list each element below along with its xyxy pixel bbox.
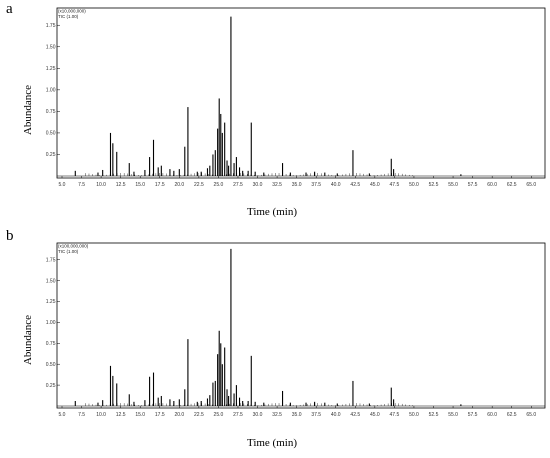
y-ticks-b: 0.25 0.50 0.75 1.00 1.25 1.50 1.75 — [46, 257, 60, 389]
y-tick-label: 0.50 — [46, 131, 56, 137]
x-tick-label: 55.0 — [448, 182, 458, 188]
x-tick-label: 12.5 — [116, 182, 126, 188]
x-tick-label: 60.0 — [487, 182, 497, 188]
multiplier-label-a: (x10,000,000) — [58, 9, 86, 14]
x-tick-label: 57.5 — [468, 412, 478, 418]
x-tick-label: 35.0 — [292, 412, 302, 418]
x-tick-label: 12.5 — [116, 412, 126, 418]
x-tick-label: 55.0 — [448, 412, 458, 418]
x-tick-label: 27.5 — [233, 182, 243, 188]
x-tick-label: 15.0 — [135, 182, 145, 188]
y-tick-label: 1.00 — [46, 320, 56, 326]
y-tick-label: 1.75 — [46, 257, 56, 263]
y-tick-label: 0.75 — [46, 109, 56, 115]
x-tick-label: 57.5 — [468, 182, 478, 188]
plot-frame-a — [56, 7, 546, 179]
x-tick-label: 22.5 — [194, 182, 204, 188]
x-tick-label: 65.0 — [526, 412, 536, 418]
x-tick-label: 50.0 — [409, 412, 419, 418]
x-tick-label: 52.5 — [429, 182, 439, 188]
x-tick-label: 60.0 — [487, 412, 497, 418]
x-tick-label: 15.0 — [135, 412, 145, 418]
y-tick-label: 1.00 — [46, 88, 56, 94]
trace-label-a: TIC (1.00) — [58, 14, 79, 19]
x-tick-label: 40.0 — [331, 182, 341, 188]
x-tick-label: 25.0 — [214, 412, 224, 418]
plot-frame-b — [56, 242, 546, 409]
x-tick-label: 27.5 — [233, 412, 243, 418]
x-ticks-b: 5.0 7.5 10.0 12.5 15.0 17.5 20.0 22.5 25.0 27.5 30… — [59, 406, 536, 418]
x-tick-label: 22.5 — [194, 412, 204, 418]
y-tick-label: 0.50 — [46, 362, 56, 368]
y-axis-label-b: Abundance — [22, 315, 34, 365]
y-tick-label: 0.75 — [46, 341, 56, 347]
x-tick-label: 50.0 — [409, 182, 419, 188]
y-tick-label: 0.25 — [46, 383, 56, 389]
chromatogram-panel-b: b (x100,000,000) TIC (1.00) Abundance Ti… — [6, 228, 546, 449]
x-tick-label: 35.0 — [292, 182, 302, 188]
x-tick-label: 7.5 — [78, 182, 85, 188]
x-tick-label: 62.5 — [507, 182, 517, 188]
peaks-a — [57, 16, 545, 177]
x-tick-label: 17.5 — [155, 412, 165, 418]
x-tick-label: 37.5 — [311, 412, 321, 418]
chromatogram-panel-a: a (x10,000,000) TIC (1.00) Abundance Tim… — [6, 1, 546, 218]
y-tick-label: 1.50 — [46, 278, 56, 284]
trace-label-b: TIC (1.00) — [58, 249, 79, 254]
x-tick-label: 37.5 — [311, 182, 321, 188]
x-tick-label: 40.0 — [331, 412, 341, 418]
panel-letter-b: b — [6, 228, 14, 244]
y-axis-label-a: Abundance — [22, 85, 34, 135]
y-tick-label: 1.25 — [46, 299, 56, 305]
y-tick-label: 1.50 — [46, 44, 56, 50]
x-tick-label: 30.0 — [253, 412, 263, 418]
x-tick-label: 45.0 — [370, 412, 380, 418]
x-tick-label: 65.0 — [526, 182, 536, 188]
x-tick-label: 5.0 — [59, 412, 66, 418]
y-tick-label: 0.25 — [46, 152, 56, 158]
x-tick-label: 10.0 — [96, 182, 106, 188]
x-tick-label: 7.5 — [78, 412, 85, 418]
x-tick-label: 10.0 — [96, 412, 106, 418]
panel-letter-a: a — [6, 1, 13, 17]
x-tick-label: 42.5 — [350, 182, 360, 188]
x-tick-label: 32.5 — [272, 412, 282, 418]
x-tick-label: 5.0 — [59, 182, 66, 188]
x-tick-label: 30.0 — [253, 182, 263, 188]
x-tick-label: 42.5 — [350, 412, 360, 418]
x-tick-label: 47.5 — [390, 182, 400, 188]
x-tick-label: 17.5 — [155, 182, 165, 188]
x-tick-label: 20.0 — [174, 182, 184, 188]
x-tick-label: 20.0 — [174, 412, 184, 418]
y-tick-label: 1.25 — [46, 66, 56, 72]
x-tick-label: 62.5 — [507, 412, 517, 418]
x-tick-label: 32.5 — [272, 182, 282, 188]
x-axis-label-b: Time (min) — [247, 437, 297, 449]
x-axis-label-a: Time (min) — [247, 206, 297, 218]
x-ticks-a: 5.0 7.5 10.0 12.5 15.0 17.5 20.0 22.5 25.0 27.5 30… — [59, 176, 536, 188]
multiplier-label-b: (x100,000,000) — [58, 244, 89, 249]
x-tick-label: 25.0 — [214, 182, 224, 188]
peaks-b — [57, 248, 545, 407]
x-tick-label: 52.5 — [429, 412, 439, 418]
x-tick-label: 47.5 — [390, 412, 400, 418]
y-tick-label: 1.75 — [46, 23, 56, 29]
y-ticks-a: 0.25 0.50 0.75 1.00 1.25 1.50 1.75 — [46, 23, 60, 158]
x-tick-label: 45.0 — [370, 182, 380, 188]
